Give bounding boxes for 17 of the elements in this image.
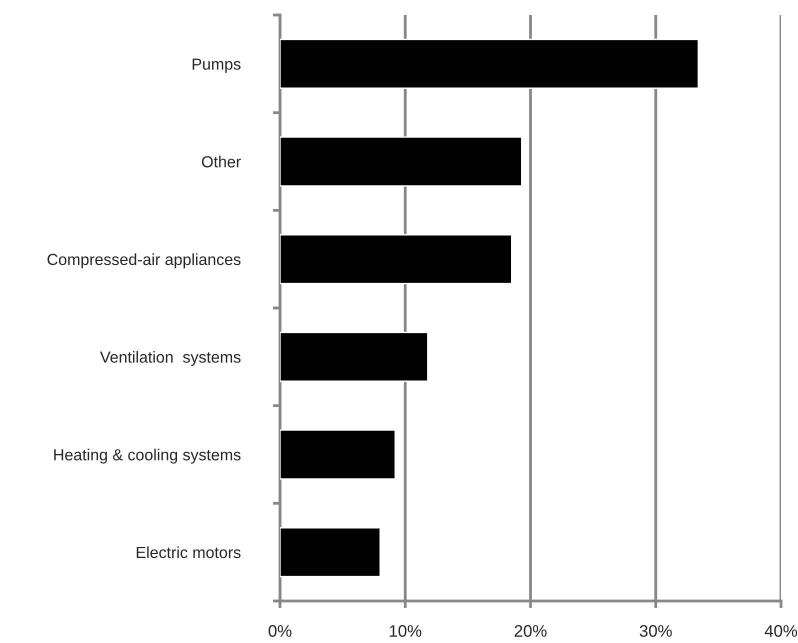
y-tick-label: Ventilation systems: [100, 351, 241, 366]
x-tick-label: 20%: [514, 625, 547, 637]
x-tick-label: 30%: [640, 625, 672, 637]
bar: [280, 234, 512, 284]
y-tick-label: Electric motors: [136, 546, 241, 558]
bar: [280, 527, 381, 578]
y-tick-label: Other: [202, 156, 241, 168]
bar: [280, 38, 700, 89]
x-tick-label: 10%: [390, 625, 422, 637]
y-tick-label: Compressed-air appliances: [48, 253, 241, 268]
x-tick-label: 40%: [764, 625, 798, 637]
bar: [280, 136, 522, 187]
y-tick-label: Pumps: [192, 58, 241, 73]
bar: [280, 332, 428, 382]
x-tick-label: 0%: [268, 625, 292, 637]
bar: [280, 429, 396, 480]
y-tick-label: Heating & cooling systems: [54, 448, 241, 464]
